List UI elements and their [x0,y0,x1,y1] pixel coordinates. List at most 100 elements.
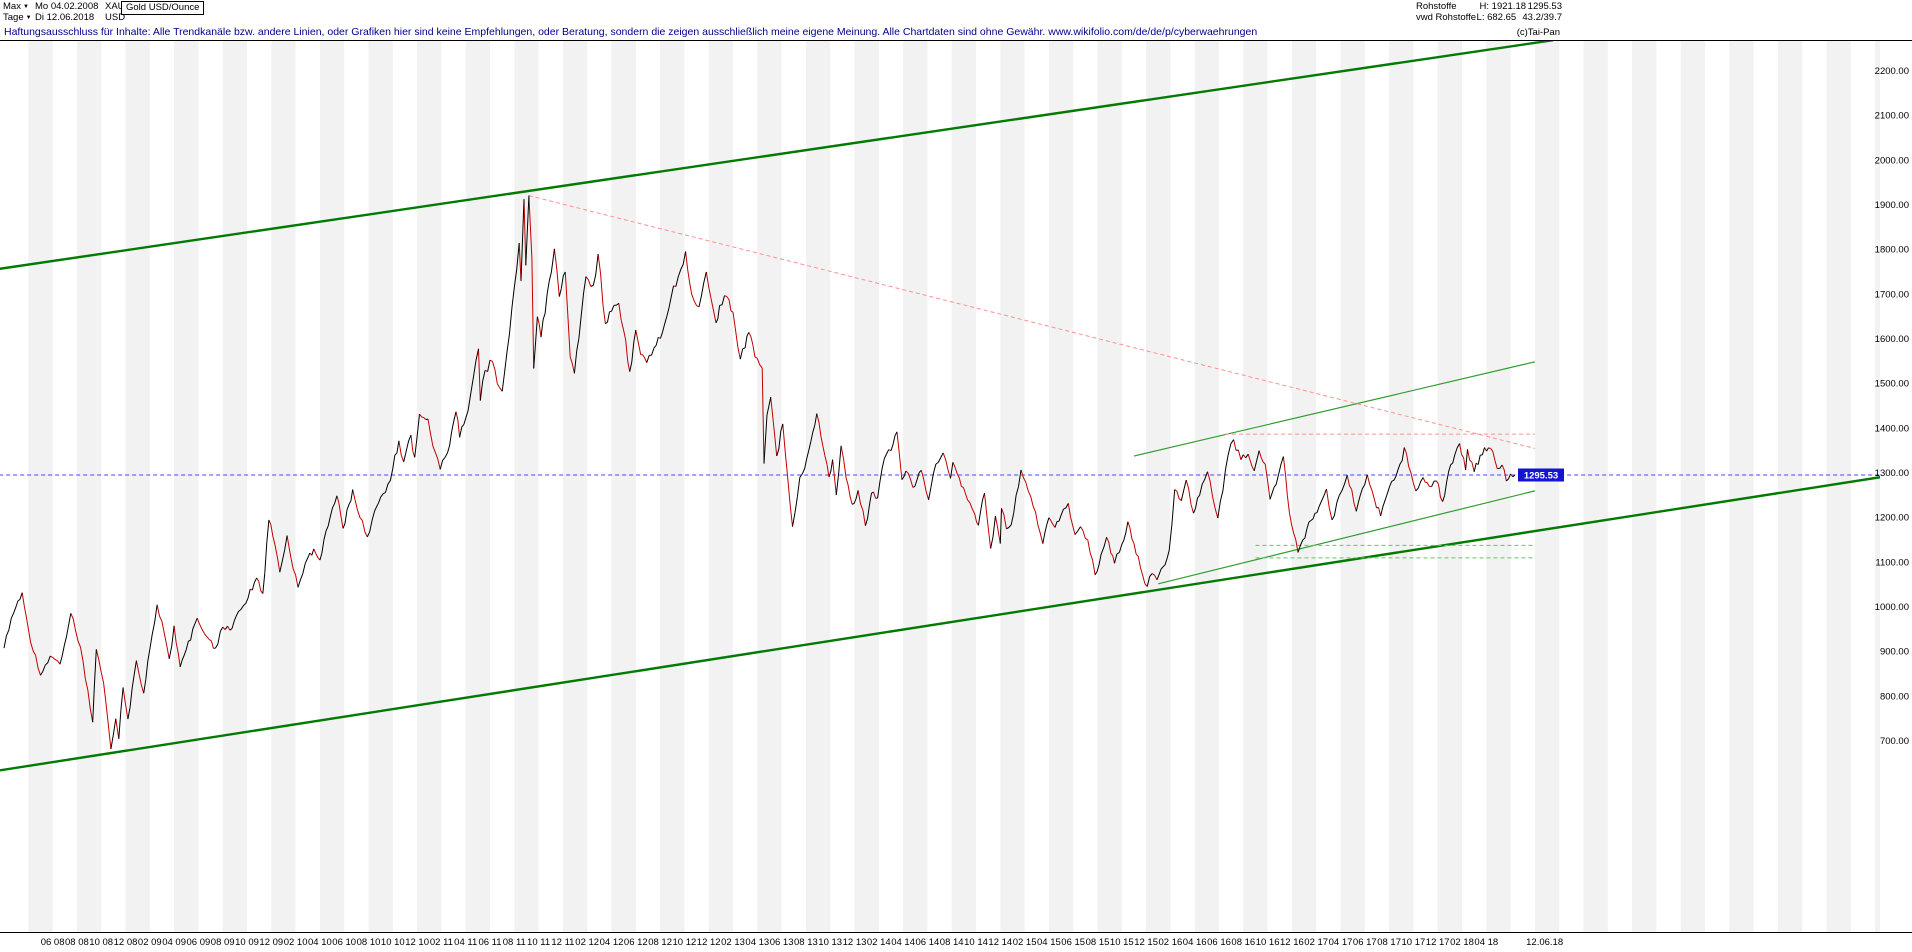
x-axis-tick-label: 04 16 [1183,937,1207,948]
y-axis-tick-label: 2200.00 [1875,66,1909,77]
x-axis-tick-label: 04 11 [454,937,477,948]
quote-stats: Rohstoffe H: 1921.18 1295.53 vwd Rohstof… [1416,1,1562,23]
x-axis-tick-label: 02 15 [1013,937,1037,948]
x-axis-tick-label: 04 09 [162,937,186,948]
y-axis-tick-label: 1600.00 [1875,334,1909,345]
x-axis-tick-label: 12 09 [259,937,283,948]
x-axis-tick-label: 12 17 [1426,937,1450,948]
inner-trend-lower [1158,490,1536,585]
x-axis-tick-label: 02 11 [430,937,453,948]
last-price: 1295.53 [1527,1,1562,12]
x-axis-tick-label: 06 16 [1207,937,1231,948]
x-axis-labels: 06 08 08 08 10 08 12 08 02 09 04 09 06 09 08 09… [41,937,1563,948]
x-axis-tick-label: 02 16 [1159,937,1183,948]
x-axis-tick-label: 02 10 [284,937,308,948]
x-axis-tick-label: 08 13 [794,937,818,948]
x-axis-tick-label: 08 15 [1086,937,1110,948]
x-axis-tick-label: 10 14 [964,937,988,948]
x-axis-tick-label: 06 12 [624,937,648,948]
x-axis-tick-label: 02 13 [721,937,745,948]
x-axis-tick-label: 10 10 [381,937,405,948]
x-axis-tick-label: 10 16 [1256,937,1280,948]
y-axis-tick-label: 1200.00 [1875,513,1909,524]
y-axis-labels: 700.00 800.00 900.00 1000.00 1100.00 1200.00 1… [1875,66,1909,747]
period-low: L: 682.65 [1476,12,1517,23]
x-axis-tick-label: 08 10 [357,937,381,948]
x-axis-tick-label: 10 08 [89,937,113,948]
x-axis-tick-label: 08 08 [65,937,89,948]
x-axis-tick-label: 08 17 [1377,937,1401,948]
data-source: vwd Rohstoffe [1416,12,1477,23]
main-channel-lower [0,476,1880,772]
price-series [3,195,1516,750]
price-up-segments [3,195,1516,750]
y-axis-tick-label: 1800.00 [1875,245,1909,256]
x-axis-tick-label: 02 18 [1450,937,1474,948]
y-axis-tick-label: 2100.00 [1875,111,1909,122]
period-selector[interactable]: Tage ▼ [3,12,35,24]
x-axis-tick-label: 10 15 [1110,937,1134,948]
x-axis-tick-label: 12 10 [405,937,429,948]
currency-label: USD [105,12,126,23]
x-axis-tick-label: 04 18 [1474,937,1498,948]
end-date-field[interactable]: Di 12.06.2018 [35,12,95,23]
x-axis-tick-label: 12.06.18 [1526,937,1563,948]
x-axis-tick-label: 06 08 [41,937,65,948]
x-axis-tick-label: 02 14 [867,937,891,948]
x-axis-tick-label: 10 13 [818,937,842,948]
x-axis-tick-label: 08 16 [1231,937,1255,948]
y-axis-tick-label: 1100.00 [1875,557,1909,568]
x-axis-tick-label: 12 11 [551,937,574,948]
copyright-label: (c)Tai-Pan [1516,27,1560,38]
x-axis-tick-label: 08 11 [503,937,526,948]
x-axis-tick-label: 12 14 [988,937,1012,948]
x-axis-tick-label: 08 09 [211,937,235,948]
x-axis-tick-label: 06 15 [1061,937,1085,948]
x-axis-tick-label: 12 12 [697,937,721,948]
background-bands [28,41,1880,932]
peak-trendline-red [528,195,1536,449]
x-axis-tick-label: 08 12 [648,937,672,948]
x-axis-tick-label: 04 14 [891,937,915,948]
x-axis-tick-label: 12 16 [1280,937,1304,948]
x-axis-tick-label: 06 09 [187,937,211,948]
start-date-field[interactable]: Mo 04.02.2008 [35,1,99,12]
y-axis-tick-label: 800.00 [1880,691,1909,702]
main-channel-upper [0,41,1554,270]
x-axis-tick-label: 06 17 [1353,937,1377,948]
y-axis-tick-label: 1500.00 [1875,379,1909,390]
last-price-tag-value: 1295.53 [1524,470,1558,481]
range-selector-label: Max [3,0,21,12]
instrument-title: Gold USD/Ounce [121,1,205,15]
x-axis-tick-label: 06 13 [770,937,794,948]
period-selector-label: Tage [3,11,24,23]
x-axis-tick-label: 10 11 [527,937,550,948]
x-axis-tick-label: 08 14 [940,937,964,948]
y-axis-tick-label: 1700.00 [1875,289,1909,300]
last-price-tag: 1295.53 [1518,468,1564,482]
x-axis-tick-label: 04 12 [600,937,624,948]
x-axis-tick-label: 04 15 [1037,937,1061,948]
price-down-segments [21,195,1514,750]
x-axis-tick-label: 10 17 [1402,937,1426,948]
x-axis-tick-label: 12 08 [114,937,138,948]
x-axis-tick-label: 12 15 [1134,937,1158,948]
y-axis-tick-label: 1300.00 [1875,468,1909,479]
x-axis-tick-label: 06 11 [478,937,501,948]
y-axis-tick-label: 1000.00 [1875,602,1909,613]
x-axis-tick-label: 10 09 [235,937,259,948]
stat-extra: 43.2/39.7 [1522,12,1562,23]
range-selector[interactable]: Max ▼ [3,1,35,13]
inner-trend-upper [1133,361,1536,457]
y-axis-tick-label: 1900.00 [1875,200,1909,211]
x-axis-tick-label: 04 10 [308,937,332,948]
x-axis-tick-label: 04 13 [745,937,769,948]
x-axis-tick-label: 02 17 [1304,937,1328,948]
x-axis-tick-label: 02 12 [575,937,599,948]
chevron-down-icon: ▼ [25,14,32,21]
x-axis-tick-label: 12 13 [843,937,867,948]
chevron-down-icon: ▼ [22,3,29,10]
x-axis-tick-label: 10 12 [673,937,697,948]
